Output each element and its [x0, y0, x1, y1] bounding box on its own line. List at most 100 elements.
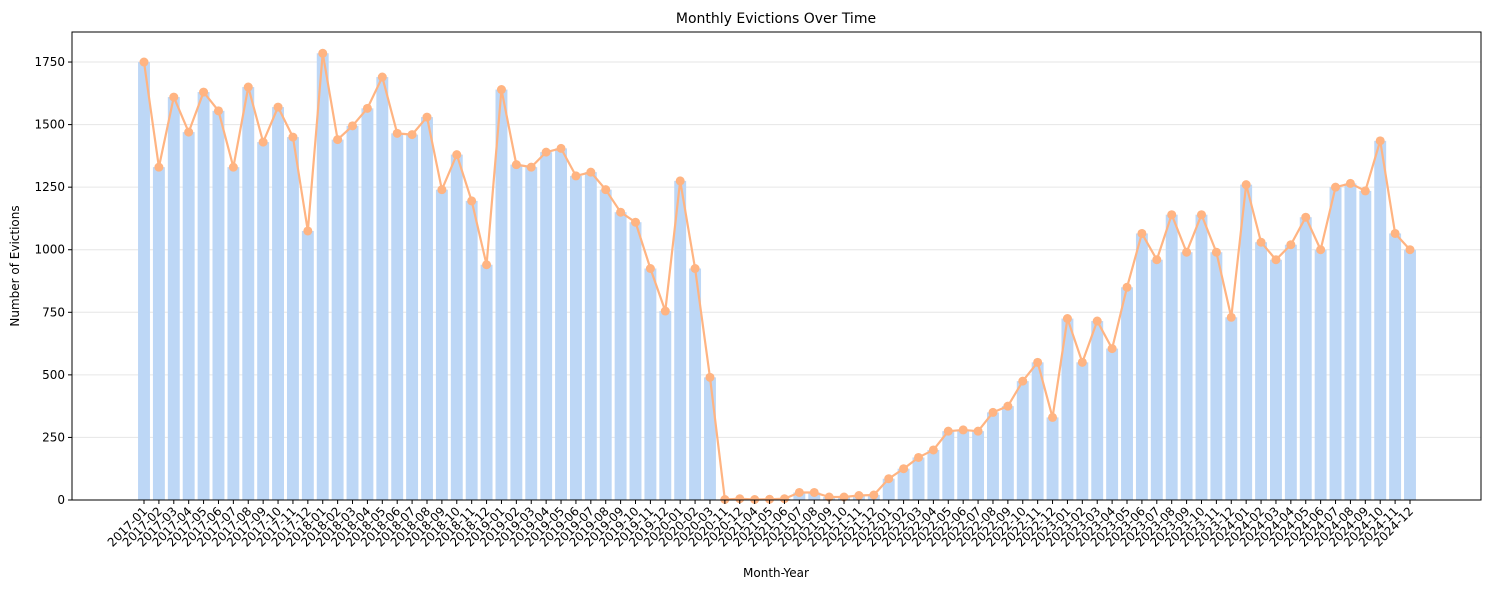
data-point [467, 196, 477, 206]
plot-frame [71, 31, 1482, 501]
data-point [660, 306, 670, 316]
bar [1121, 287, 1133, 500]
bar [897, 468, 910, 500]
bar [987, 412, 999, 500]
bar [450, 154, 463, 500]
bar [272, 107, 285, 501]
data-point [571, 171, 581, 181]
data-point [1182, 247, 1192, 257]
data-point [556, 143, 566, 153]
data-point [765, 494, 775, 504]
data-point [988, 407, 998, 417]
data-point [1390, 228, 1400, 238]
data-point [928, 445, 938, 455]
bar [1165, 214, 1178, 500]
data-point [184, 127, 194, 137]
data-point [1018, 376, 1028, 386]
data-point [496, 85, 506, 95]
data-point [362, 103, 372, 113]
data-point [1316, 245, 1326, 255]
bar [1150, 259, 1163, 500]
bar [376, 77, 389, 500]
bar [227, 167, 240, 500]
chart-title: Monthly Evictions Over Time [676, 11, 876, 27]
data-point [213, 106, 223, 116]
bar [406, 134, 419, 500]
data-point [1226, 312, 1236, 322]
bar [480, 264, 493, 500]
bar [629, 222, 642, 501]
data-point [482, 260, 492, 270]
data-point [1137, 228, 1147, 238]
data-point [616, 207, 626, 217]
data-point [273, 102, 283, 112]
data-point [258, 137, 268, 147]
data-point [1092, 316, 1102, 326]
bar [152, 167, 165, 500]
data-point [824, 492, 834, 502]
data-point [601, 185, 611, 195]
bar [1016, 381, 1029, 500]
bar [1061, 318, 1074, 500]
bar [599, 189, 612, 500]
y-tick-label: 250 [42, 430, 65, 444]
bar [510, 164, 523, 500]
bar [1076, 362, 1089, 500]
data-point [139, 57, 149, 67]
bar [1374, 140, 1387, 500]
bar [927, 449, 940, 500]
bar [540, 152, 553, 500]
data-point [1152, 255, 1162, 265]
y-tick-label: 500 [42, 368, 65, 382]
data-point [958, 425, 968, 435]
bar [1344, 183, 1357, 501]
y-tick-label: 1000 [34, 243, 65, 257]
data-point [750, 494, 760, 504]
data-point [1331, 182, 1341, 192]
marker-layer [139, 48, 1415, 504]
y-tick-label: 0 [57, 493, 65, 507]
bar [1255, 242, 1268, 500]
bar [242, 87, 255, 500]
bar [257, 142, 270, 500]
bar [1314, 249, 1327, 500]
bar [391, 133, 404, 501]
bar [1046, 417, 1059, 500]
data-point [1122, 282, 1132, 292]
data-point [1196, 210, 1206, 220]
bar [555, 148, 567, 500]
data-point [1107, 344, 1117, 354]
data-point [720, 494, 730, 504]
y-tick-label: 750 [42, 305, 65, 319]
bar [495, 89, 508, 501]
bar [1359, 190, 1372, 500]
bar [1091, 321, 1104, 500]
data-point [1048, 412, 1058, 422]
y-tick-label: 1750 [34, 55, 65, 69]
bar [957, 429, 970, 500]
bar [197, 92, 210, 500]
bar [1299, 217, 1312, 500]
data-point [392, 128, 402, 138]
data-point [1405, 245, 1415, 255]
bar [1240, 184, 1253, 501]
data-point [1286, 240, 1296, 250]
bar [659, 311, 672, 500]
data-point [809, 487, 819, 497]
bar [569, 175, 582, 500]
data-point [199, 87, 209, 97]
y-tick-label: 1500 [34, 118, 65, 132]
data-point [854, 490, 864, 500]
bar [1225, 317, 1238, 500]
bar [1031, 362, 1044, 500]
bar [167, 97, 180, 500]
bar [331, 139, 344, 500]
data-point [1033, 357, 1043, 367]
data-point [869, 490, 879, 500]
bar [212, 110, 225, 500]
data-point [913, 452, 923, 462]
data-point [541, 147, 551, 157]
y-axis-ticks: 0 250 500 750 1000 1250 1500 1750 [34, 55, 72, 507]
x-axis-label: Month-Year [743, 566, 809, 580]
